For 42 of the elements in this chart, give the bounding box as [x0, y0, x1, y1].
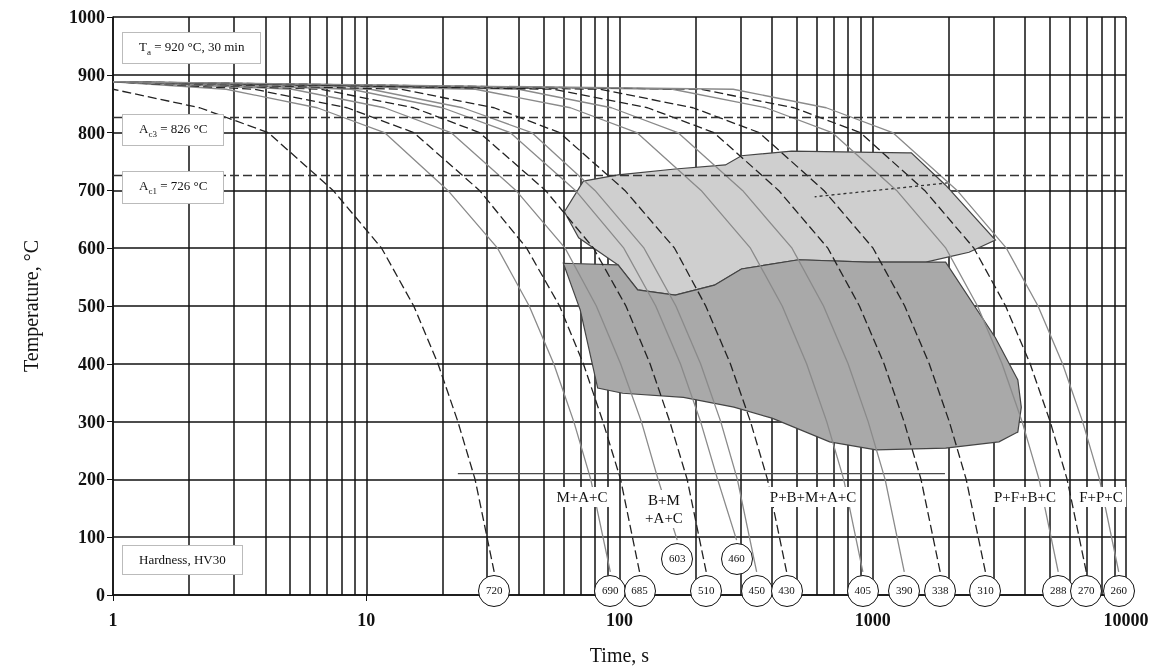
- annotation: 720: [478, 574, 511, 607]
- annotation: 270: [1070, 574, 1103, 607]
- x-tick-label: 1: [108, 610, 118, 630]
- x-axis-title: Time, s: [589, 644, 650, 666]
- annotation: T$_{a}$ = 920 °C, 30 min: [122, 32, 262, 65]
- y-tick-label: 700: [78, 180, 105, 201]
- y-tick-label: 100: [78, 527, 105, 548]
- y-axis-title: Temperature, °C: [20, 239, 43, 373]
- annotation: M+A+C: [553, 487, 611, 507]
- y-tick-label: 900: [78, 64, 105, 85]
- annotation: 430: [770, 574, 803, 607]
- annotation: F+P+C: [1076, 487, 1126, 507]
- annotation: P+F+B+C: [990, 487, 1060, 507]
- y-tick-label: 600: [78, 238, 105, 259]
- annotation: 310: [969, 574, 1002, 607]
- ref-line-label: A$_{c3}$ = 826 °C: [122, 113, 225, 146]
- annotation: 288: [1042, 574, 1075, 607]
- y-tick-label: 800: [78, 122, 105, 143]
- annotation: 405: [846, 574, 879, 607]
- y-tick-label: 200: [78, 469, 105, 490]
- annotation: 338: [924, 574, 957, 607]
- annotation: P+B+M+A+C: [766, 487, 860, 507]
- annotation: 450: [740, 574, 773, 607]
- y-tick-label: 1000: [69, 7, 105, 27]
- x-tick-label: 1000: [854, 610, 891, 630]
- x-tick-label: 10000: [1103, 610, 1149, 630]
- ref-line-label: A$_{c1}$ = 726 °C: [122, 171, 225, 204]
- annotation: B+M +A+C: [642, 490, 686, 528]
- y-tick-label: 400: [78, 353, 105, 374]
- y-tick-label: 0: [96, 585, 105, 605]
- annotation: 260: [1102, 574, 1135, 607]
- annotation: 460: [720, 543, 753, 576]
- annotation: 685: [623, 574, 656, 607]
- y-tick-label: 300: [78, 411, 105, 432]
- x-tick-label: 10: [357, 610, 376, 630]
- y-tick-label: 500: [78, 296, 105, 316]
- annotation: 510: [690, 574, 723, 607]
- annotation: 390: [888, 574, 921, 607]
- x-tick-label: 100: [606, 610, 633, 630]
- annotation: 690: [594, 574, 627, 607]
- annotation: 603: [661, 543, 694, 576]
- annotation: Hardness, HV30: [122, 545, 243, 575]
